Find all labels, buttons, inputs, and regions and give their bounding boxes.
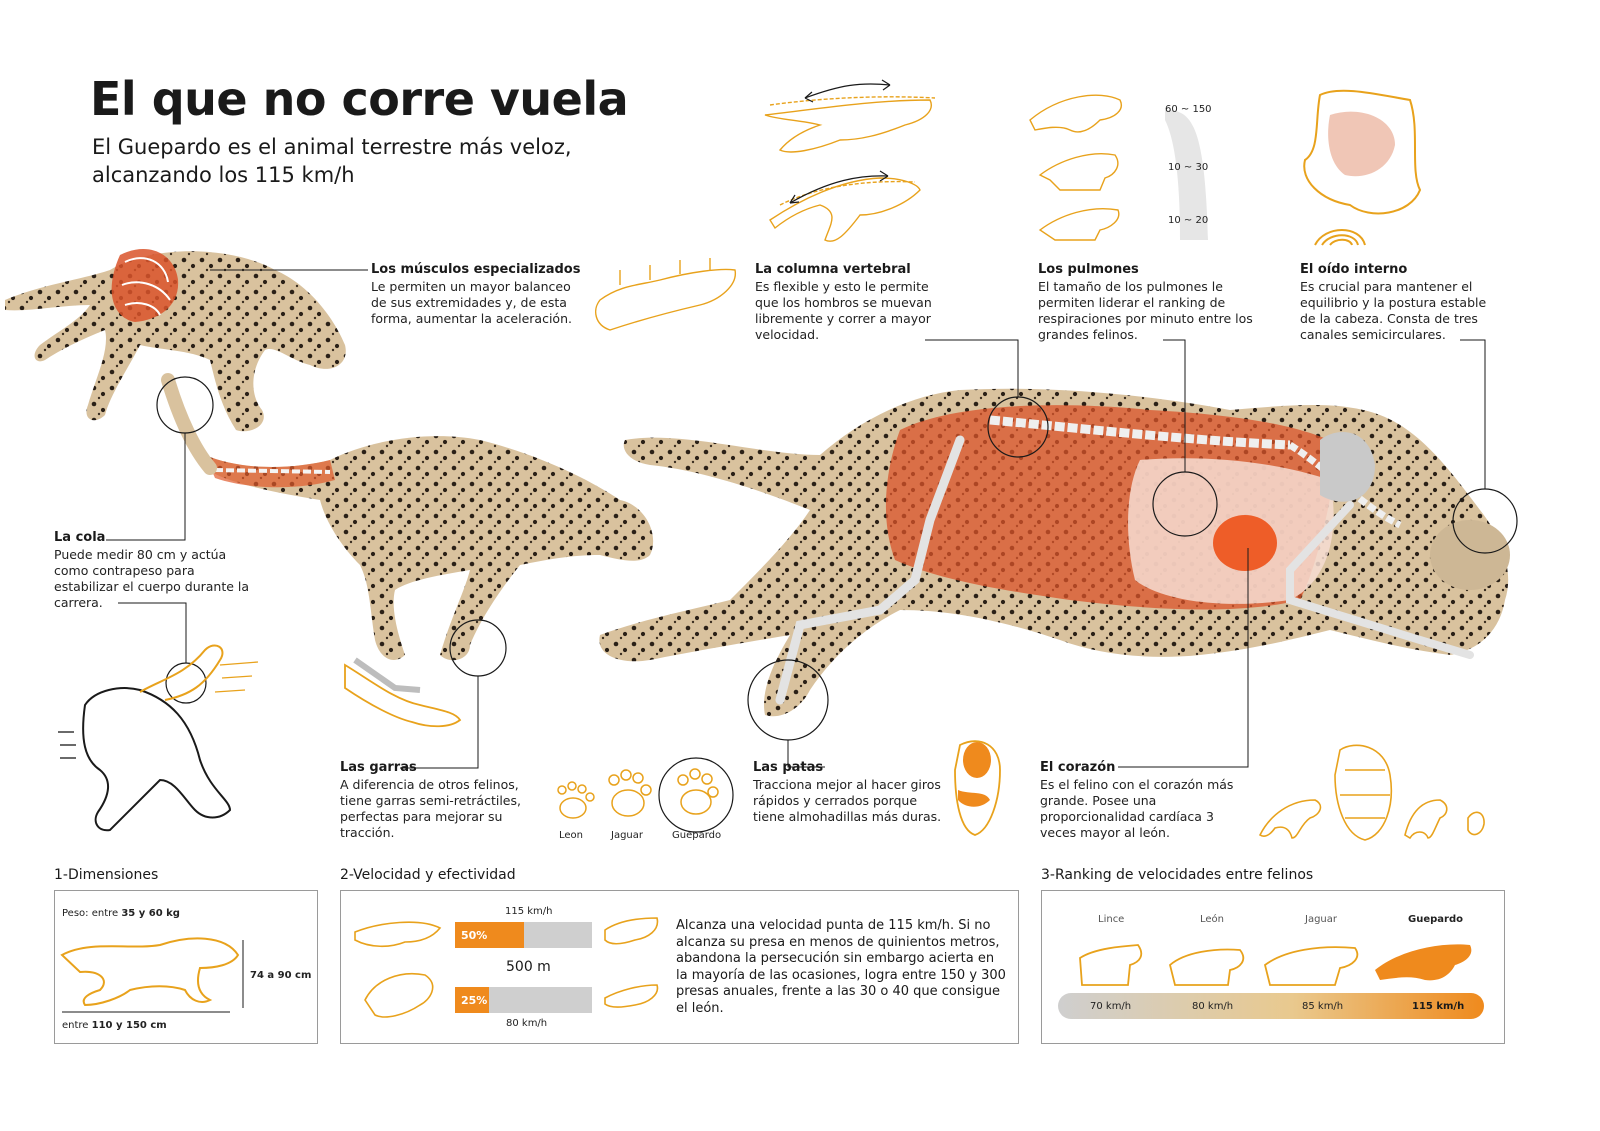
callout-corazon-text: Es el felino con el corazón más grande. … <box>1040 777 1234 840</box>
velocidad-bar-1-label: 50% <box>461 928 488 942</box>
cheetah-top-left-illustration <box>5 249 346 432</box>
callout-corazon: El corazón Es el felino con el corazón m… <box>1040 760 1235 841</box>
leader-lines <box>106 269 1486 769</box>
callout-cola-heading: La cola <box>54 530 106 545</box>
breathing-gradient-shape <box>1165 110 1208 240</box>
breath-label-jaguar: 10 ~ 20 <box>1168 215 1209 226</box>
velocidad-bar-2-fill: 25% <box>455 987 489 1013</box>
dimensiones-peso: Peso: entre 35 y 60 kg <box>62 908 180 919</box>
breath-label-guepardo: 60 ~ 150 <box>1165 104 1212 115</box>
velocidad-bottom-speed: 80 km/h <box>506 1018 548 1029</box>
cheetah-middle-illustration <box>161 373 654 661</box>
velocidad-box <box>340 890 1019 1044</box>
heart-comparison-line-art <box>1258 744 1485 841</box>
velocidad-section-title: 2-Velocidad y efectividad <box>340 867 516 883</box>
ranking-name-guepardo: Guepardo <box>1408 914 1463 925</box>
callout-oido: El oído interno Es crucial para mantener… <box>1300 262 1500 343</box>
callout-pulmones-text: El tamaño de los pulmones le permiten li… <box>1038 279 1253 342</box>
velocidad-description: Alcanza una velocidad punta de 115 km/h.… <box>676 918 1006 1016</box>
velocidad-distance: 500 m <box>506 959 551 975</box>
ranking-felines-line-art <box>1079 944 1359 986</box>
ranking-speed-bar <box>1058 993 1484 1019</box>
paw-prints <box>557 768 719 819</box>
ranking-name-jaguar: Jaguar <box>1305 914 1338 925</box>
callout-garras-text: A diferencia de otros felinos, tiene gar… <box>340 777 521 840</box>
largo-prefix: entre <box>62 1020 92 1031</box>
dimension-guides <box>62 940 244 1013</box>
callout-pulmones-heading: Los pulmones <box>1038 262 1139 277</box>
callout-garras-heading: Las garras <box>340 760 417 775</box>
callout-oido-heading: El oído interno <box>1300 262 1408 277</box>
cheetah-large-anatomy-illustration <box>599 388 1510 717</box>
dimensiones-box <box>54 890 318 1044</box>
velocidad-top-speed: 115 km/h <box>505 906 553 917</box>
callout-garras: Las garras A diferencia de otros felinos… <box>340 760 550 841</box>
claw-line-art <box>344 663 462 728</box>
velocidad-bar-1-fill: 50% <box>455 922 524 948</box>
ranking-box <box>1041 890 1505 1044</box>
dimensiones-section-title: 1-Dimensiones <box>54 867 159 883</box>
peso-value: 35 y 60 kg <box>121 908 180 919</box>
guepardo-paw-circle <box>658 757 734 833</box>
ranking-guepardo-silhouette <box>1375 944 1472 981</box>
callout-cola-text: Puede medir 80 cm y actúa como contrapes… <box>54 547 250 610</box>
inner-ear-line-art <box>1303 89 1422 246</box>
velocidad-line-art <box>354 917 659 1018</box>
callout-corazon-heading: El corazón <box>1040 760 1116 775</box>
callout-patas-text: Tracciona mejor al hacer giros rápidos y… <box>753 777 942 824</box>
inner-ear-organ-icon <box>1328 111 1395 177</box>
velocidad-bar-2: 25% <box>455 987 592 1013</box>
callout-columna-text: Es flexible y esto le permite que los ho… <box>755 279 932 342</box>
page-title: El que no corre vuela <box>90 72 629 126</box>
callout-patas: Las patas Tracciona mejor al hacer giros… <box>753 760 948 825</box>
velocidad-bar-2-label: 25% <box>461 993 488 1007</box>
peso-prefix: Peso: entre <box>62 908 122 919</box>
callout-columna: La columna vertebral Es flexible y esto … <box>755 262 955 343</box>
ranking-name-leon: León <box>1200 914 1225 925</box>
dimensiones-altura: 74 a 90 cm <box>250 970 312 981</box>
breath-label-leon: 10 ~ 30 <box>1168 162 1209 173</box>
paw-label-jaguar: Jaguar <box>611 830 644 841</box>
ranking-name-lince: Lince <box>1098 914 1125 925</box>
paw-pad-line-art <box>954 740 1001 836</box>
ranking-speed-jaguar: 85 km/h <box>1302 1001 1344 1012</box>
callout-musculos-heading: Los músculos especializados <box>371 262 581 277</box>
tail-motion-line-art <box>58 644 259 832</box>
ranking-speed-leon: 80 km/h <box>1192 1001 1234 1012</box>
spine-line-art <box>594 96 936 331</box>
paw-label-guepardo: Guepardo <box>672 830 722 841</box>
callout-oido-text: Es crucial para mantener el equilibrio y… <box>1300 279 1487 342</box>
dimensiones-cheetah-line-art <box>60 937 240 1007</box>
callout-musculos: Los músculos especializados Le permiten … <box>371 262 581 327</box>
largo-value: 110 y 150 cm <box>91 1020 167 1031</box>
dimensiones-largo: entre 110 y 150 cm <box>62 1020 167 1031</box>
callout-columna-heading: La columna vertebral <box>755 262 911 277</box>
velocidad-bar-1: 50% <box>455 922 592 948</box>
spine-arrows <box>789 79 891 204</box>
paw-label-leon: Leon <box>559 830 584 841</box>
ranking-section-title: 3-Ranking de velocidades entre felinos <box>1041 867 1314 883</box>
callout-patas-heading: Las patas <box>753 760 824 775</box>
ranking-speed-lince: 70 km/h <box>1090 1001 1132 1012</box>
callout-musculos-text: Le permiten un mayor balanceo de sus ext… <box>371 279 572 326</box>
callout-pulmones: Los pulmones El tamaño de los pulmones l… <box>1038 262 1253 343</box>
page-subtitle: El Guepardo es el animal terrestre más v… <box>92 135 572 187</box>
breathing-felines-line-art <box>1029 94 1122 241</box>
ranking-speed-guepardo: 115 km/h <box>1412 1001 1465 1012</box>
callout-cola: La cola Puede medir 80 cm y actúa como c… <box>54 530 254 611</box>
